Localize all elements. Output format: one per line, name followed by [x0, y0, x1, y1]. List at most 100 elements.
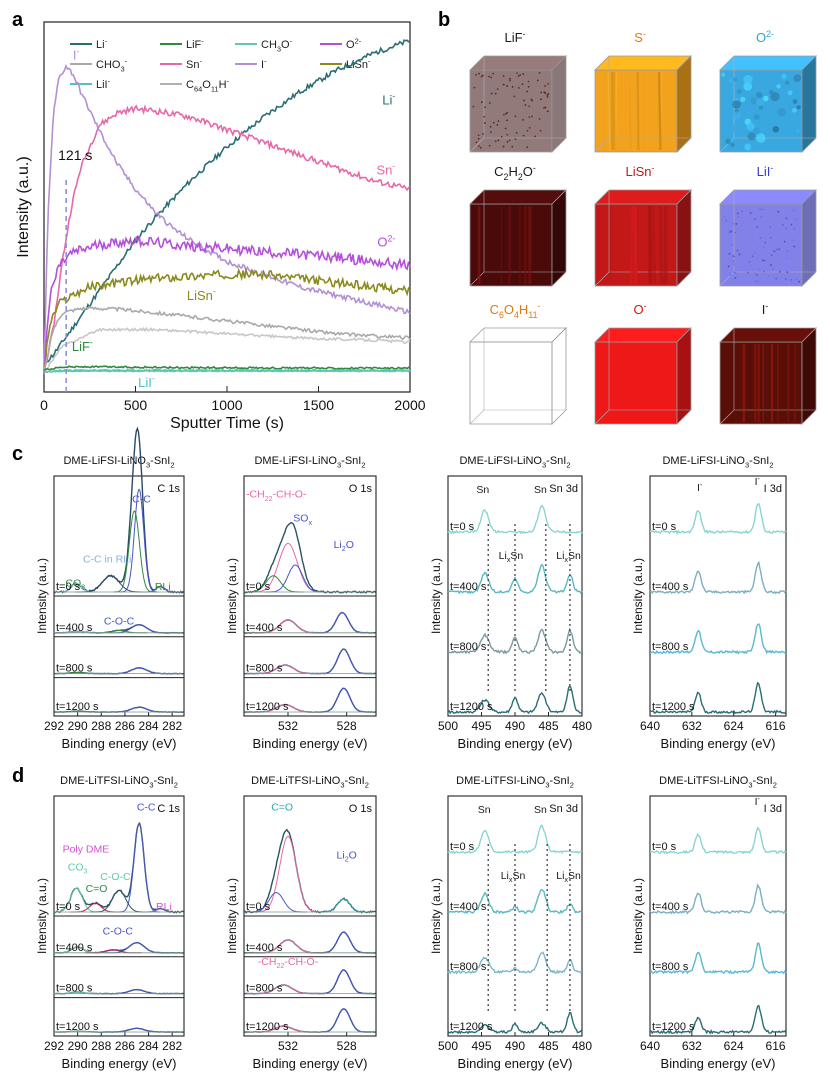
time-label: t=400 s	[56, 942, 93, 954]
cube-texture	[508, 77, 511, 80]
cube-texture	[793, 227, 796, 230]
panel-a-tof-sims-depth-profile: 0 500 1000 1500 2000 Sputter Time (s) Intensit…	[15, 21, 426, 432]
x-tick-label: 290	[68, 719, 88, 733]
cube-texture	[753, 113, 760, 120]
cube-texture	[781, 73, 787, 80]
cube-texture	[651, 205, 657, 285]
x-tick-label: 632	[682, 719, 702, 733]
cube-texture	[478, 72, 480, 75]
cube-texture	[546, 95, 549, 98]
cube-texture	[527, 85, 530, 88]
time-label: t=800 s	[652, 641, 689, 653]
peak-annotation: Sn	[534, 804, 547, 816]
component-peak	[113, 510, 156, 593]
cube-texture	[506, 111, 509, 114]
cube-texture	[770, 264, 772, 266]
cube-texture	[759, 270, 761, 272]
cube-face	[551, 55, 567, 153]
cube-texture	[494, 140, 497, 143]
peak-annotation: RLi	[156, 901, 172, 913]
cube-texture	[522, 73, 525, 75]
cube-texture	[488, 75, 491, 78]
cube-edge	[719, 409, 735, 425]
cube-texture	[773, 276, 776, 279]
peak-annotation: Sn	[534, 484, 547, 496]
component-peak	[317, 648, 371, 675]
cube-texture	[763, 259, 766, 262]
cube-texture	[725, 219, 728, 222]
cube-edge	[469, 271, 485, 287]
cube-texture	[759, 208, 762, 210]
cube-texture	[517, 75, 520, 77]
cube-texture	[489, 125, 492, 128]
cube-texture	[475, 73, 477, 76]
peak-annotation: Li2O	[337, 849, 357, 863]
spectrum-envelope	[53, 426, 185, 594]
peak-annotation: C-C	[132, 493, 151, 505]
y-axis-label: Intensity (a.u.)	[429, 558, 443, 634]
peak-annotation: C-C in RLi	[83, 553, 131, 565]
cube-texture	[754, 280, 757, 283]
spectrum-envelope	[447, 824, 583, 855]
cube-face	[676, 189, 692, 287]
cube-texture	[777, 210, 780, 213]
component-peak	[317, 931, 371, 954]
cube-texture	[784, 278, 787, 280]
cube-texture	[502, 145, 505, 148]
cube-texture	[723, 215, 726, 218]
cube-texture	[760, 215, 763, 218]
cube-texture	[540, 91, 543, 94]
cube-texture	[526, 90, 529, 93]
time-label: t=400 s	[450, 581, 487, 593]
subplot-frame	[649, 795, 787, 1037]
cube-texture	[776, 84, 781, 89]
x-tick-label: 616	[766, 719, 786, 733]
cube-texture	[508, 139, 511, 142]
cube-texture	[744, 143, 752, 151]
cube-texture	[753, 252, 756, 254]
cube-texture	[786, 250, 789, 252]
cube-texture	[506, 141, 509, 143]
x-axis-label: Binding energy (eV)	[458, 1056, 573, 1071]
cube-texture	[762, 270, 765, 273]
time-label: t=800 s	[652, 961, 689, 973]
cube-texture	[728, 231, 731, 233]
cube-texture	[626, 71, 630, 151]
panel-d-xps-litfsi: DME-LiTFSI-LiNO3-SnI2 C 1s 292 290 288 286 284…	[35, 775, 787, 1071]
cube-texture	[796, 218, 799, 221]
component-peak	[252, 835, 324, 913]
cube-texture	[540, 98, 542, 101]
subplot-title: DME-LiTFSI-LiNO3-SnI2	[251, 775, 369, 789]
cube-texture	[519, 74, 521, 76]
cube-texture	[728, 78, 734, 83]
cube-texture	[492, 121, 495, 124]
cube-texture	[543, 106, 545, 109]
cube-texture	[735, 222, 738, 225]
cube-texture	[738, 253, 741, 256]
cube-face	[551, 327, 567, 425]
x-tick-label: 284	[139, 719, 159, 733]
spectrum-envelope	[649, 942, 787, 975]
cube-texture	[792, 99, 798, 104]
subplot-title: DME-LiTFSI-LiNO3-SnI2	[456, 775, 574, 789]
spectrum-envelope	[649, 681, 787, 715]
time-label: t=0 s	[246, 581, 271, 593]
cube-texture	[756, 91, 763, 99]
time-label: t=800 s	[450, 961, 487, 973]
cube-edge	[719, 271, 735, 287]
core-level-label: C 1s	[157, 483, 180, 495]
cube-texture	[795, 278, 798, 281]
cube-texture	[758, 105, 764, 110]
time-label: t=800 s	[246, 983, 283, 995]
cube-texture	[781, 224, 784, 226]
cube-texture	[757, 267, 760, 270]
cube-texture	[785, 217, 788, 220]
cube-label: LiSn-	[626, 163, 655, 179]
cube-texture	[791, 239, 794, 242]
panel_d-subplot-0: DME-LiTFSI-LiNO3-SnI2 C 1s 292 290 288 286 284…	[35, 775, 185, 1071]
cube-texture	[477, 134, 480, 137]
x-tick-label: 490	[505, 1039, 525, 1053]
component-peak	[317, 1008, 371, 1033]
cube-texture	[502, 113, 505, 116]
x-tick-label: 480	[572, 719, 592, 733]
